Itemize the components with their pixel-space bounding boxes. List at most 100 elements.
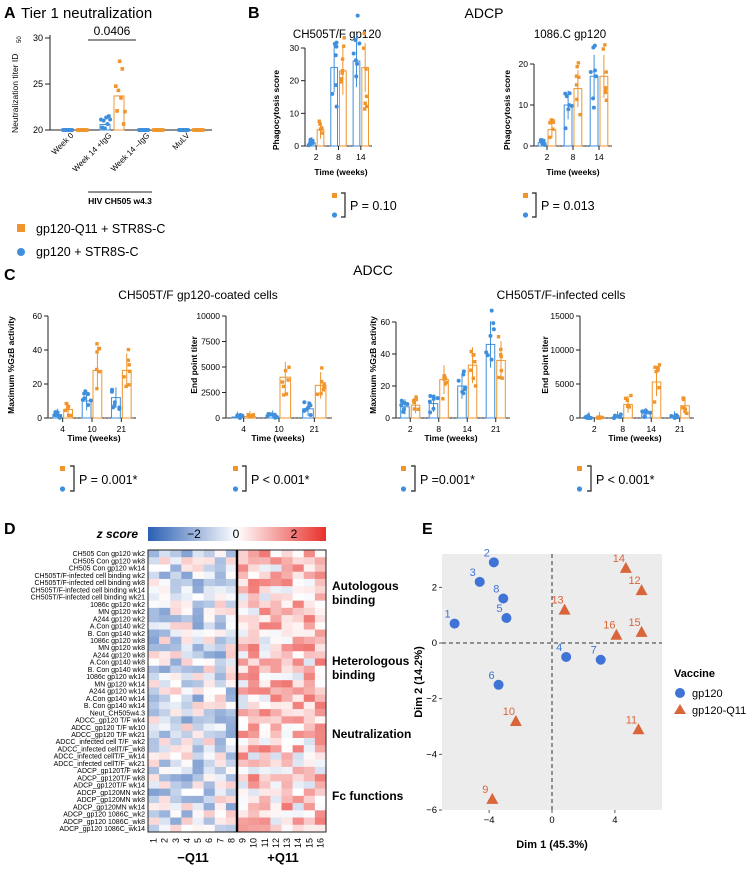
point-q11 [246,413,250,417]
heatmap-cell [170,745,182,753]
heatmap-cell [148,607,160,616]
heatmap-cell [259,817,271,826]
panel-b1-ytick: 20 [290,76,300,86]
point-q11 [412,400,416,405]
heatmap-cell [170,738,182,746]
heatmap-cell [203,586,216,594]
heatmap-cell [148,586,160,594]
point-gp120 [491,327,496,332]
panel-c3-ytick: 20 [381,381,391,391]
point-gp120 [591,105,596,110]
heatmap-cell [303,622,316,630]
heatmap-cell [148,810,160,818]
heatmap-cell [259,644,271,652]
heatmap-cell [214,658,227,666]
panel-c3-xlabel: Time (weeks) [424,433,477,443]
heatmap-cell [248,795,260,804]
heatmap-cell [203,701,216,710]
heatmap-cell [237,586,249,594]
heatmap-cell [214,730,227,739]
heatmap-cell [181,774,193,782]
panel-b2-pvalue-group: P = 0.013 [522,192,595,218]
heatmap-cell [159,716,171,724]
heatmap-cell [314,701,327,710]
heatmap-cell [214,636,227,645]
heatmap-row-label: CH505 Con gp120 wk8 [73,558,145,565]
panel-c3-xtick: 8 [436,424,441,434]
heatmap-cell [159,723,171,732]
point-q11 [116,88,121,93]
heatmap-cell [170,644,182,652]
point-gp120 [567,91,572,96]
point-q11 [249,413,254,418]
panel-c2-pvalue: P < 0.001* [251,473,310,487]
heatmap-cell [237,571,249,580]
heatmap-cell [203,687,216,695]
point-q11 [95,342,99,346]
heatmap-cell [303,593,316,601]
point-q11 [575,97,579,102]
pca-point-label: 6 [489,670,495,682]
heatmap-cell [203,759,216,768]
heatmap-cell [225,636,238,645]
heatmap-cell [270,571,282,580]
panel-c2-xtick: 10 [274,424,284,434]
heatmap-cell [170,687,182,695]
heatmap-cell [225,730,238,739]
heatmap-cell [170,593,182,601]
heatmap-cell [181,759,193,768]
heatmap-cell [270,615,282,623]
heatmap-cell [248,644,260,652]
point-gp120 [593,74,598,79]
point-gp120 [643,408,648,413]
heatmap-row-label: MN gp120 wk8 [98,645,145,652]
heatmap-cell [214,716,227,724]
heatmap-cell [248,600,260,609]
heatmap-cell [192,817,204,826]
heatmap-cell [259,745,271,753]
heatmap-cell [292,803,305,811]
point-gp120 [186,128,191,132]
heatmap-cell [237,745,249,753]
heatmap-cell [181,694,193,703]
heatmap-cell [159,803,171,811]
heatmap-cell [170,651,182,659]
heatmap-cell [281,622,293,630]
panel-c3-ylabel: Maximum %GzB activity [368,316,378,414]
heatmap-cell [270,701,282,710]
heatmap-cell [314,636,327,645]
heatmap-row-label: A244 gp120 wk2 [93,616,145,623]
heatmap-cell [281,687,293,695]
pvalue-bracket [532,192,537,218]
point-gp120 [461,372,466,377]
heatmap-cell [170,571,182,580]
heatmap-cell [192,824,204,833]
heatmap-cell [248,557,260,565]
heatmap-row-label: CH505T/F-infected cell binding wk14 [31,587,145,594]
point-gp120 [428,410,433,415]
heatmap-cell [270,824,282,833]
heatmap-cell [270,781,282,789]
heatmap-row-label: ADCC_infected cellT/F_wk8 [57,746,145,753]
point-q11 [654,369,658,374]
heatmap-cell [303,766,316,775]
panel-c1-xtick: 4 [60,424,65,434]
heatmap-cell [225,795,238,804]
panel-a-xtick: Week 0 [50,131,76,157]
point-gp120 [591,45,596,50]
heatmap-cell [303,730,316,739]
pca-xlabel: Dim 1 (45.3%) [516,839,588,851]
heatmap-row-label: 1086c gp120 wk14 [86,674,145,681]
heatmap-cell [203,622,216,630]
heatmap-cell [303,607,316,616]
heatmap-cell [259,795,271,804]
point-q11 [251,413,256,417]
heatmap-cell [270,803,282,811]
panel-c3-ytick: 40 [381,349,391,359]
heatmap-cell [292,651,305,659]
point-gp120 [80,397,85,402]
heatmap-cell [237,738,249,746]
point-q11 [123,109,127,114]
heatmap-cell [270,709,282,717]
heatmap-cell [214,803,227,811]
